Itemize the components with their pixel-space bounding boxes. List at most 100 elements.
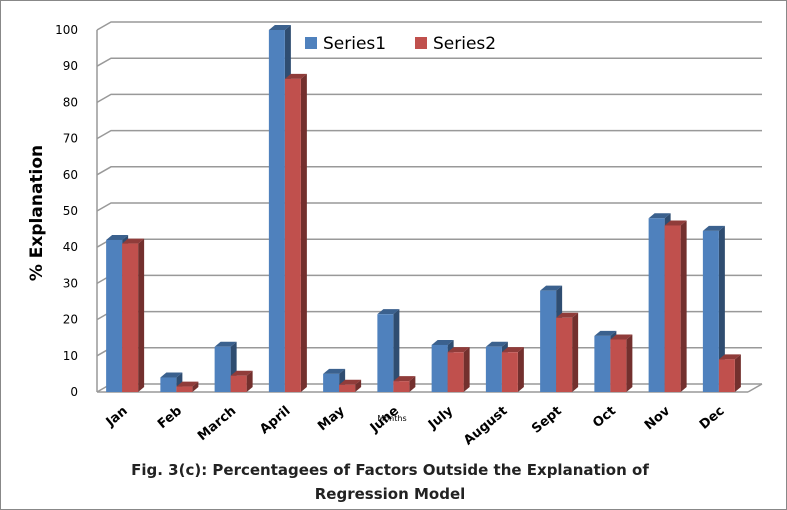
bar-front: [214, 346, 231, 392]
bar: [556, 312, 579, 392]
bar-side: [680, 220, 687, 392]
bar-top: [284, 73, 307, 79]
bar-front: [447, 352, 464, 392]
bar-front: [176, 386, 193, 392]
y-tick-label: 100: [55, 23, 78, 37]
bar-front: [230, 375, 247, 392]
bar-front: [501, 352, 518, 392]
bar-side: [246, 370, 253, 392]
bar: [122, 238, 145, 392]
bar-front: [323, 373, 340, 392]
bar: [501, 347, 524, 392]
bar-front: [284, 78, 301, 393]
y-axis-label: % Explanation: [27, 145, 47, 281]
bar-top: [501, 347, 524, 353]
grid-line: [96, 57, 762, 67]
bar-top: [485, 341, 508, 347]
y-tick-label: 20: [63, 313, 78, 327]
grid-line: [96, 93, 762, 104]
bar: [664, 220, 687, 392]
bar: [702, 225, 725, 392]
caption: Fig. 3(c): Percentagees of Factors Outsi…: [131, 461, 649, 503]
bar-front: [540, 290, 557, 392]
bar-side: [517, 347, 524, 392]
floor-edge: [747, 383, 763, 393]
bar-front: [431, 344, 448, 392]
bar-top: [594, 330, 617, 336]
bar-front: [718, 359, 735, 392]
bar-front: [648, 218, 665, 392]
bar-top: [393, 376, 416, 382]
bar-front: [339, 384, 356, 392]
y-tick-label: 30: [63, 276, 78, 290]
bar-top: [176, 381, 199, 387]
bar-top: [610, 334, 633, 340]
bar-front: [160, 377, 177, 392]
bar-side: [734, 354, 741, 392]
bar-top: [339, 379, 362, 385]
bar-top: [718, 354, 741, 360]
y-tick-label: 40: [63, 240, 78, 254]
grid-line: [96, 166, 762, 176]
y-tick-label: 0: [70, 385, 78, 399]
bar-top: [323, 368, 346, 374]
bar-front: [485, 346, 502, 392]
bar-top: [214, 341, 237, 347]
grid-line: [96, 21, 762, 31]
bar-top: [230, 370, 253, 376]
bar-front: [702, 230, 719, 392]
bar: [393, 376, 416, 392]
bar: [377, 309, 400, 392]
bar: [447, 347, 470, 392]
bar: [339, 379, 362, 392]
bar-front: [610, 339, 627, 392]
bar-top: [664, 220, 687, 226]
bar-side: [572, 312, 579, 392]
bar: [284, 73, 307, 393]
bar: [718, 354, 741, 392]
bar-side: [355, 379, 362, 392]
bar-side: [393, 309, 400, 392]
bar-top: [540, 285, 563, 291]
bar-side: [192, 381, 199, 392]
legend-label: Series1: [323, 34, 386, 54]
bar-front: [594, 335, 611, 392]
bar-top: [447, 347, 470, 353]
legend-label: Series2: [433, 34, 496, 54]
bar-side: [409, 376, 416, 392]
grid-line: [96, 202, 762, 212]
bar-side: [300, 73, 307, 393]
bar-front: [377, 314, 394, 392]
y-tick-label: 10: [63, 349, 78, 363]
bar-front: [122, 243, 139, 392]
legend-swatch: [415, 37, 427, 49]
bar-top: [431, 339, 454, 345]
bar: [610, 334, 633, 392]
bar-side: [718, 225, 725, 392]
y-tick-label: 60: [63, 168, 78, 182]
bar-front: [664, 225, 681, 392]
bar-top: [106, 234, 129, 240]
y-tick-label: 80: [63, 95, 78, 109]
legend-swatch: [305, 37, 317, 49]
bar-top: [377, 309, 400, 315]
bar-top: [268, 25, 291, 30]
x-axis-label: Months: [377, 414, 406, 423]
bar-top: [702, 225, 725, 231]
bar-front: [268, 30, 285, 392]
bar-side: [463, 347, 470, 392]
bar-front: [556, 317, 573, 392]
grid-line: [96, 129, 762, 140]
bar-top: [648, 213, 671, 219]
bar-side: [138, 238, 145, 392]
y-tick-label: 70: [63, 132, 78, 146]
bar-front: [106, 239, 123, 392]
bar: [176, 381, 199, 392]
bar-top: [556, 312, 579, 318]
y-tick-label: 50: [63, 204, 78, 218]
bar-top: [122, 238, 145, 244]
bar-top: [160, 372, 183, 378]
y-tick-label: 90: [63, 59, 78, 73]
